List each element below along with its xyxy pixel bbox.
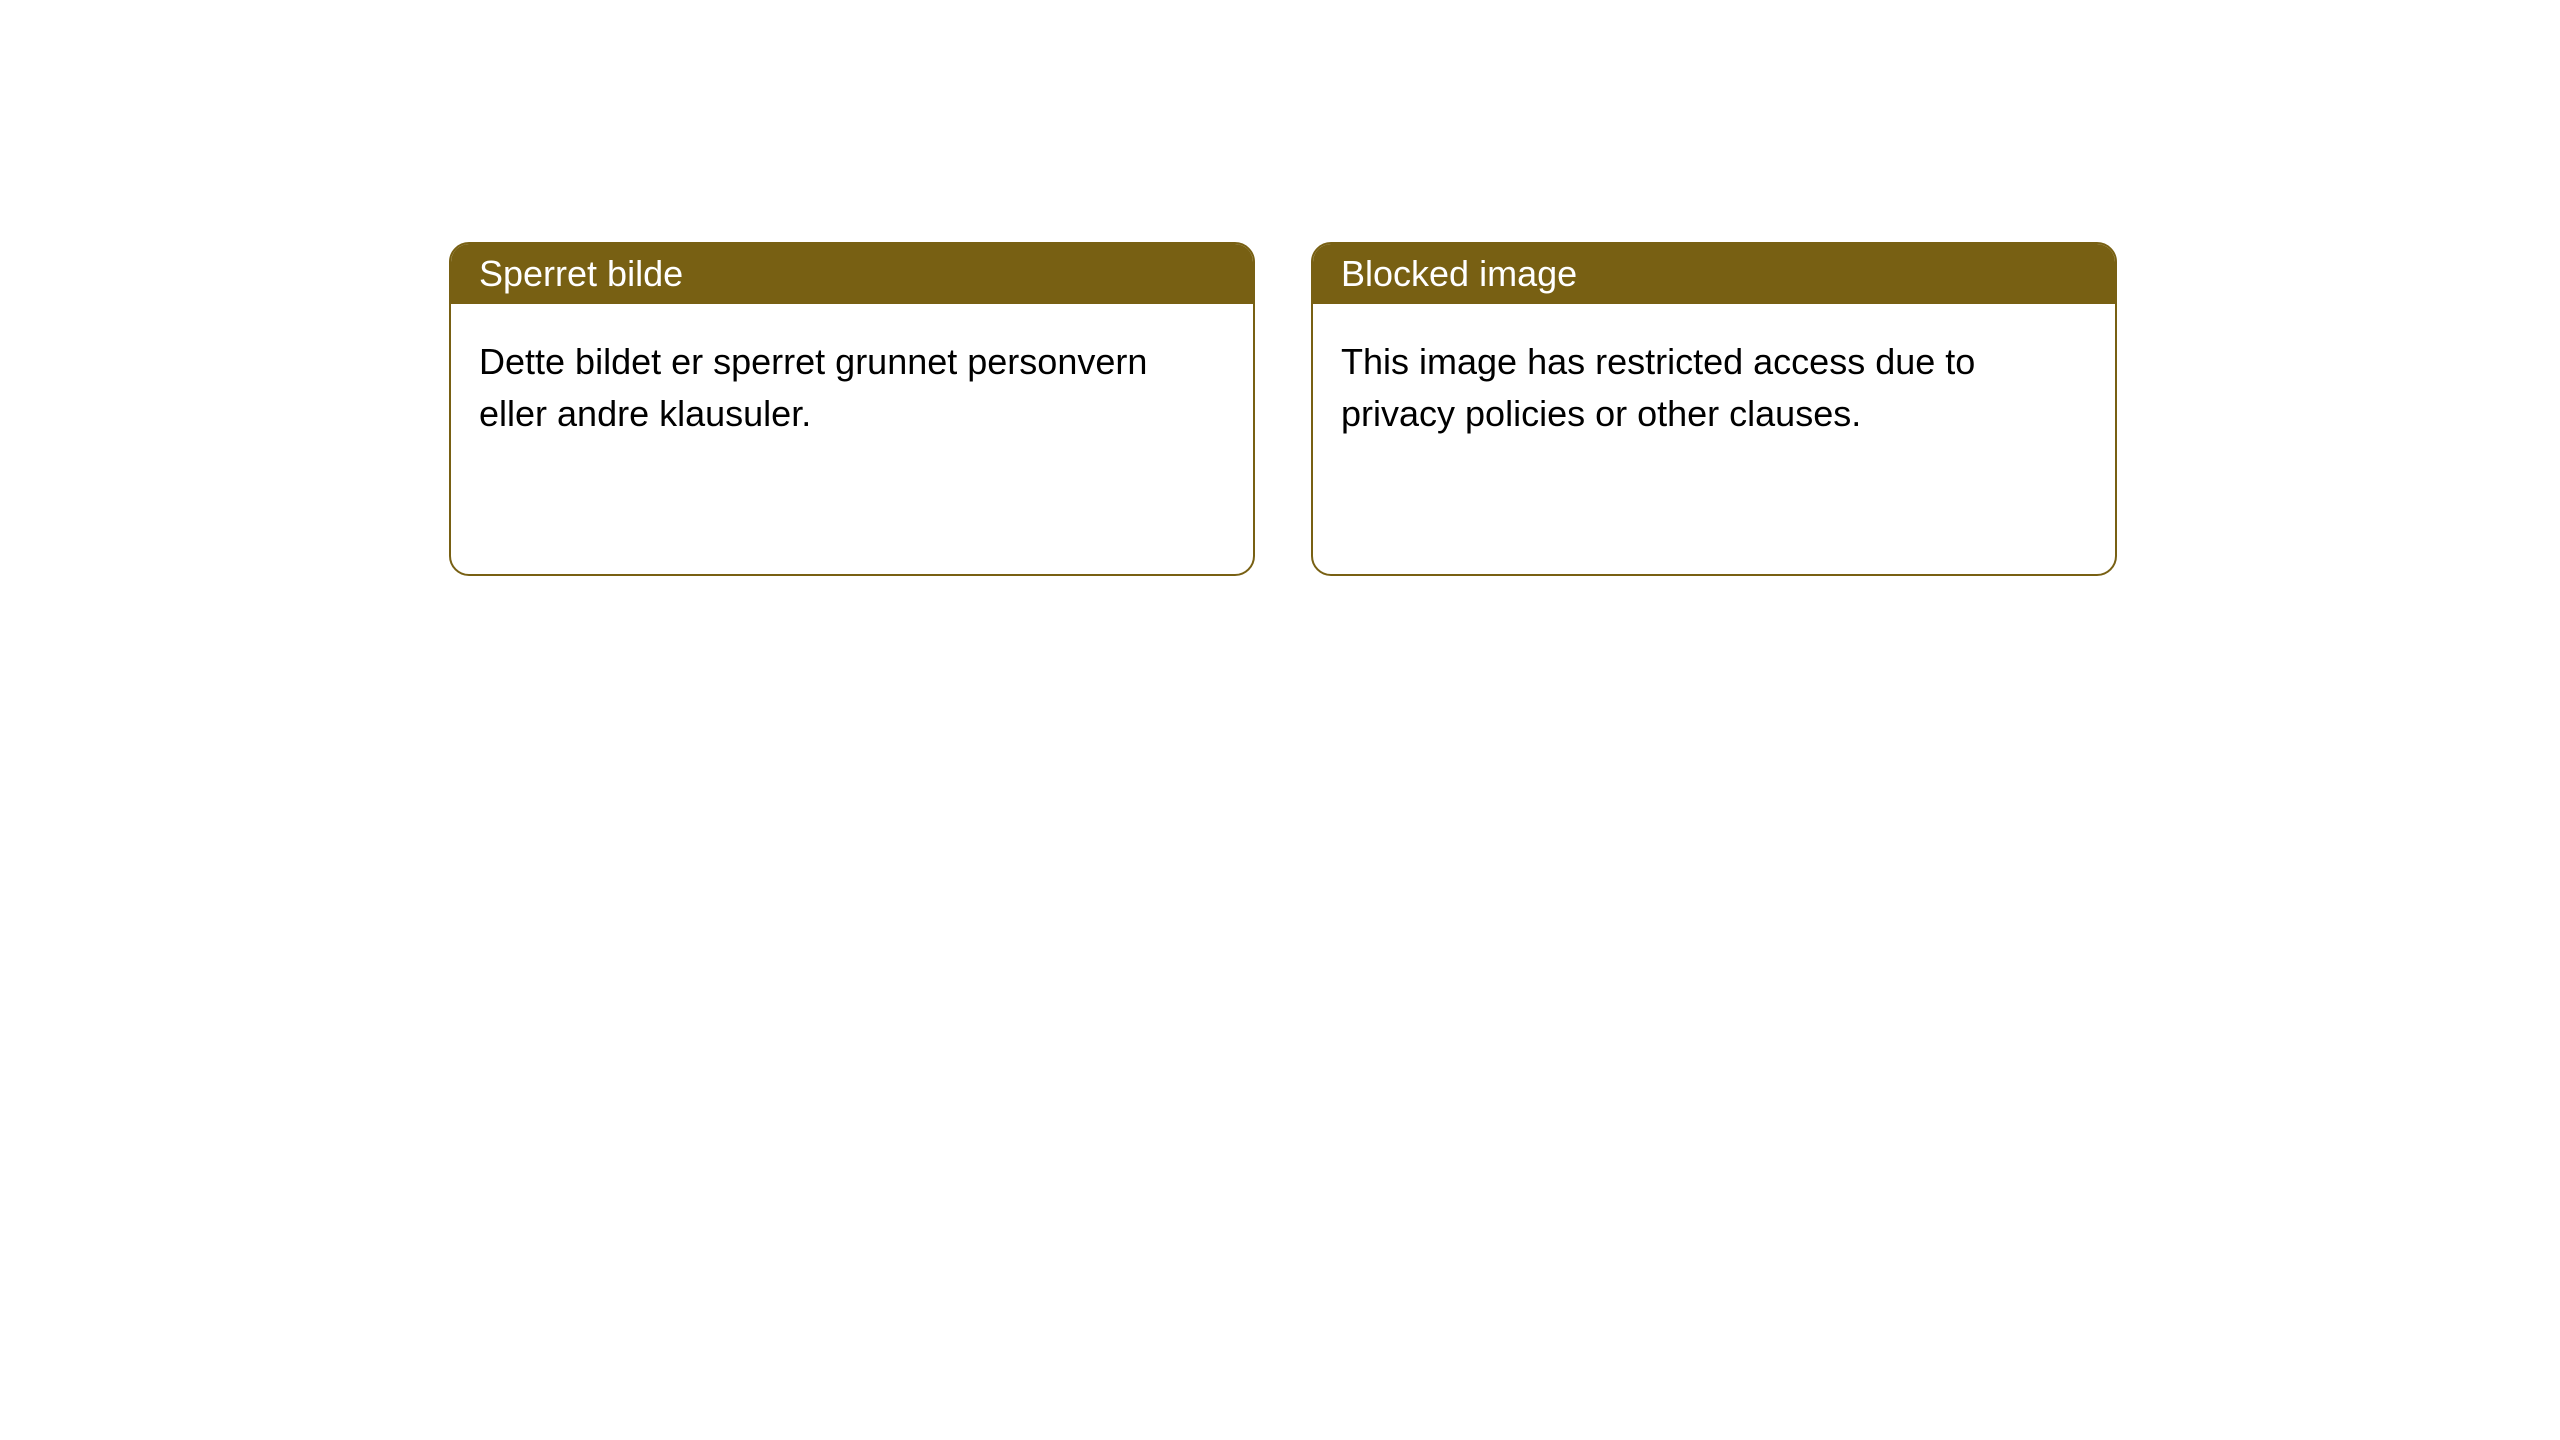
notice-header: Sperret bilde	[451, 244, 1253, 304]
notice-text: Dette bildet er sperret grunnet personve…	[479, 341, 1147, 434]
notice-header: Blocked image	[1313, 244, 2115, 304]
notice-container: Sperret bilde Dette bildet er sperret gr…	[449, 242, 2117, 576]
notice-title: Sperret bilde	[479, 253, 683, 295]
notice-body: This image has restricted access due to …	[1313, 304, 2115, 472]
notice-title: Blocked image	[1341, 253, 1577, 295]
notice-body: Dette bildet er sperret grunnet personve…	[451, 304, 1253, 472]
notice-card-english: Blocked image This image has restricted …	[1311, 242, 2117, 576]
notice-text: This image has restricted access due to …	[1341, 341, 1975, 434]
notice-card-norwegian: Sperret bilde Dette bildet er sperret gr…	[449, 242, 1255, 576]
